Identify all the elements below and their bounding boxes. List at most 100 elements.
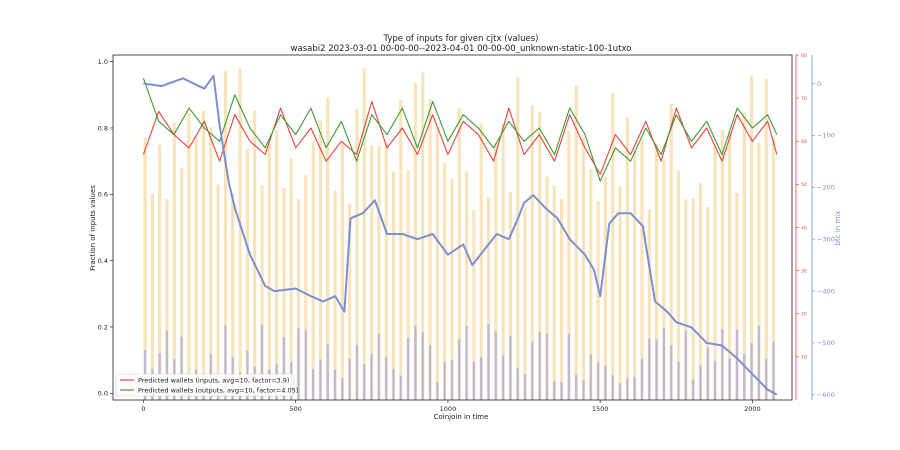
blue-bar: [538, 331, 541, 400]
coinjoin-bar: [384, 143, 388, 400]
coinjoin-bar: [428, 99, 432, 400]
blue-bar: [575, 374, 578, 400]
coinjoin-bar: [472, 209, 476, 400]
blue-bar: [655, 339, 658, 400]
coinjoin-bar: [238, 68, 242, 400]
coinjoin-bar: [340, 143, 344, 400]
coinjoin-bar: [406, 170, 410, 400]
red-axis-ticks: 10 20 30 40 50 60 70 80: [796, 53, 807, 361]
blue-bar: [589, 354, 592, 400]
coinjoin-bar: [245, 148, 249, 400]
blue-bar: [692, 379, 695, 400]
coinjoin-bar: [764, 78, 768, 400]
blue-bar: [480, 357, 483, 400]
coinjoin-bar: [728, 132, 732, 400]
y-tick-label: 0.2: [98, 323, 108, 331]
blue-bar: [633, 376, 636, 400]
coinjoin-bar: [187, 112, 191, 400]
coinjoin-bar: [647, 209, 651, 400]
coinjoin-bar: [691, 198, 695, 400]
coinjoin-bar: [282, 187, 286, 400]
blue-bar: [494, 331, 497, 400]
coinjoin-bar: [457, 108, 461, 400]
red-tick-label: 40: [801, 225, 807, 231]
blue-bar: [385, 357, 388, 400]
blue-bar: [370, 353, 373, 400]
blue-bar: [516, 367, 519, 400]
blue-bar: [757, 325, 760, 400]
coinjoin-bar: [596, 201, 600, 400]
coinjoin-bar: [654, 143, 659, 400]
coinjoin-bar: [603, 176, 608, 400]
blue-bar: [509, 336, 512, 400]
coinjoin-bar: [640, 139, 644, 400]
blue-bar: [502, 355, 505, 400]
blue-tick-label: −600: [817, 391, 835, 399]
coinjoin-bar: [749, 75, 754, 400]
coinjoin-bar: [706, 206, 710, 400]
blue-bar: [750, 342, 753, 400]
outputs-line: [142, 78, 778, 182]
coinjoin-bar: [355, 109, 359, 400]
blue-bar: [436, 381, 439, 400]
coinjoin-bar: [720, 130, 724, 400]
blue-bar: [355, 344, 359, 400]
x-axis-label: Coinjoin in time: [434, 413, 489, 421]
chart-subtitle: wasabi2 2023-03-01 00-00-00--2023-04-01 …: [291, 44, 632, 54]
right-axis-label: btc in mix: [834, 211, 842, 246]
coinjoin-bar: [713, 145, 717, 400]
blue-bar: [713, 360, 717, 400]
blue-bar: [545, 333, 549, 400]
coinjoin-bar: [296, 199, 301, 400]
coinjoin-bar: [464, 171, 469, 400]
blue-bar: [670, 345, 673, 400]
coinjoin-bar: [486, 197, 491, 400]
coinjoin-bar: [194, 136, 198, 400]
coinjoin-bar: [348, 203, 352, 400]
coinjoin-bar: [494, 142, 498, 400]
coinjoin-bar: [143, 137, 147, 400]
blue-bar: [414, 325, 417, 400]
y-axis-ticks: 0.0 0.2 0.4 0.6 0.8 1.0: [98, 58, 113, 398]
coinjoin-bar: [669, 103, 673, 400]
blue-bar: [772, 341, 775, 400]
coinjoin-bar: [377, 145, 381, 400]
coinjoin-bar: [508, 192, 513, 400]
blue-bar: [618, 383, 622, 400]
coinjoin-bar: [201, 110, 206, 400]
coinjoin-bar: [633, 150, 637, 400]
blue-bar: [604, 365, 607, 400]
coinjoin-bar: [223, 70, 228, 400]
coinjoin-bar: [450, 178, 454, 400]
blue-bar: [392, 369, 395, 400]
legend-entry-inputs: Predicted wallets (inputs, avg=10, facto…: [138, 377, 289, 385]
coinjoin-bar: [391, 171, 396, 400]
inputs-line: [142, 100, 778, 175]
blue-bar: [282, 337, 285, 400]
blue-bar: [560, 382, 563, 400]
blue-bar: [180, 336, 183, 400]
blue-bar: [567, 333, 570, 400]
coinjoin-bar: [253, 110, 257, 400]
blue-bar: [735, 329, 739, 400]
coinjoin-bar: [611, 92, 615, 400]
coinjoin-bar: [530, 105, 534, 400]
blue-bar: [399, 375, 402, 400]
blue-bar: [677, 361, 680, 400]
blue-bar: [597, 362, 600, 400]
blue-bar: [523, 374, 527, 400]
coinjoin-bar: [581, 137, 586, 400]
coinjoin-bar: [318, 120, 323, 400]
coinjoin-bar: [523, 207, 527, 400]
blue-bar: [407, 337, 410, 400]
coinjoin-bar: [179, 168, 184, 400]
coinjoin-bar: [399, 99, 403, 400]
x-tick-label: 1500: [592, 405, 609, 413]
y-tick-label: 1.0: [98, 58, 108, 66]
blue-bar: [428, 345, 432, 400]
red-tick-label: 50: [801, 182, 807, 188]
blue-bar: [165, 330, 169, 400]
blue-bar: [765, 358, 768, 400]
blue-bar: [297, 328, 300, 400]
blue-bar: [458, 339, 461, 400]
